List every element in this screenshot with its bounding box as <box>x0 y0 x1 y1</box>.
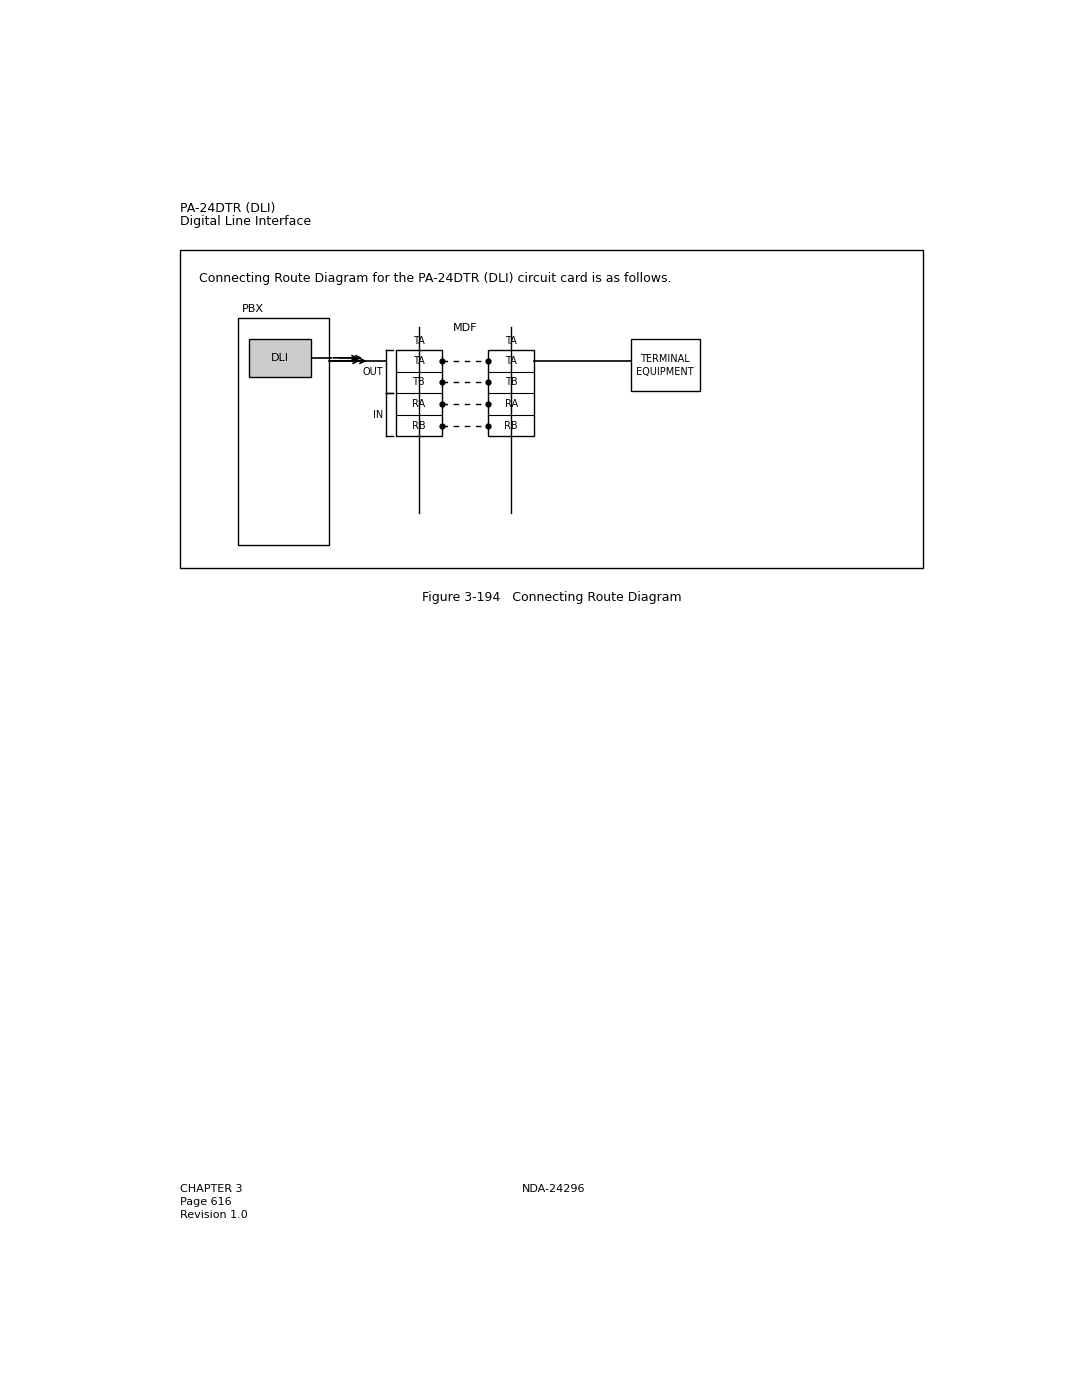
Text: IN: IN <box>373 409 383 420</box>
Text: TA: TA <box>505 337 517 346</box>
Text: Page 616: Page 616 <box>180 1197 232 1207</box>
Text: Revision 1.0: Revision 1.0 <box>180 1210 247 1220</box>
Text: OUT: OUT <box>363 366 383 377</box>
Text: TB: TB <box>504 377 517 387</box>
Text: EQUIPMENT: EQUIPMENT <box>636 366 694 377</box>
Text: PA-24DTR (DLI): PA-24DTR (DLI) <box>180 203 275 215</box>
Bar <box>249 338 311 377</box>
Text: Connecting Route Diagram for the PA-24DTR (DLI) circuit card is as follows.: Connecting Route Diagram for the PA-24DT… <box>200 271 672 285</box>
Bar <box>631 338 700 391</box>
Text: TA: TA <box>505 356 517 366</box>
Text: RB: RB <box>504 420 518 430</box>
Text: Figure 3-194   Connecting Route Diagram: Figure 3-194 Connecting Route Diagram <box>422 591 681 604</box>
Bar <box>238 317 328 545</box>
Text: MDF: MDF <box>453 323 477 334</box>
Text: CHAPTER 3: CHAPTER 3 <box>180 1185 243 1194</box>
Text: RA: RA <box>413 400 426 409</box>
Text: TA: TA <box>413 356 424 366</box>
Bar <box>180 250 923 569</box>
Bar <box>395 351 442 436</box>
Text: RA: RA <box>504 400 517 409</box>
Bar <box>488 351 535 436</box>
Text: Digital Line Interface: Digital Line Interface <box>180 215 311 228</box>
Text: TB: TB <box>413 377 426 387</box>
Text: NDA-24296: NDA-24296 <box>522 1185 585 1194</box>
Text: TA: TA <box>413 337 424 346</box>
Text: PBX: PBX <box>242 305 264 314</box>
Text: TERMINAL: TERMINAL <box>640 355 690 365</box>
Text: RB: RB <box>411 420 426 430</box>
Text: DLI: DLI <box>271 353 289 363</box>
